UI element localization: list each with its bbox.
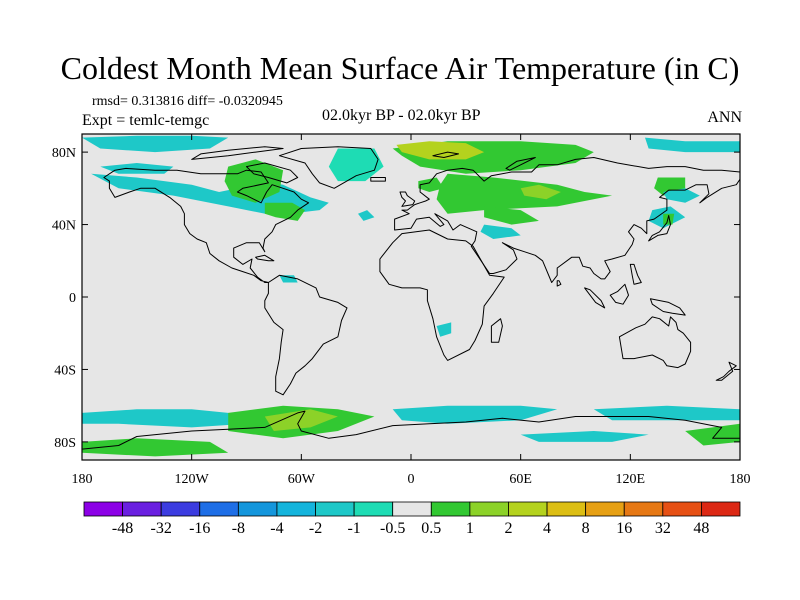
colorbar-swatch-3 <box>199 501 239 517</box>
region-southern-ocean-cyan <box>82 409 247 428</box>
colorbar-swatch-6 <box>315 501 355 517</box>
region-canary-cyan <box>358 210 375 221</box>
coastline-madagascar <box>490 318 503 343</box>
region-angola-cyan <box>436 322 452 337</box>
coastline-iceland <box>370 177 386 182</box>
colorbar-swatch-1 <box>122 501 162 517</box>
coastline-north-america <box>103 167 310 283</box>
coastline-south-america <box>264 274 348 396</box>
region-hudson-green <box>224 159 284 203</box>
coastline-sumatra <box>584 287 606 309</box>
colorbar-swatch-12 <box>546 501 587 517</box>
season-label: ANN <box>707 109 742 126</box>
y-tick-label-0: 80N <box>52 146 76 161</box>
x-tick-label-6: 180 <box>730 472 751 487</box>
y-tick-label-2: 0 <box>69 291 76 306</box>
period-label: 02.0kyr BP - 02.0kyr BP <box>322 107 481 124</box>
region-caspian-green <box>484 206 539 225</box>
colorbar-label-4: -4 <box>270 520 283 537</box>
coastline-svalbard <box>432 151 459 158</box>
region-iran-cyan <box>480 224 521 239</box>
region-weddell-yellow <box>264 409 338 431</box>
experiment-label: Expt = temlc-temgc <box>82 112 210 129</box>
y-tick-label-3: 40S <box>54 363 76 378</box>
colorbar-swatch-2 <box>160 501 201 517</box>
colorbar-swatch-7 <box>353 501 394 517</box>
colorbar-label-10: 2 <box>504 520 512 537</box>
coastline-new-zealand <box>715 361 737 381</box>
coastline-eurasia <box>394 157 740 283</box>
coastline-uk <box>399 191 416 207</box>
colorbar-swatch-13 <box>585 501 625 517</box>
x-tick-label-3: 0 <box>408 472 415 487</box>
colorbar-swatch-0 <box>83 501 123 517</box>
colorbar-label-13: 16 <box>616 520 632 537</box>
colorbar-label-15: 48 <box>693 520 709 537</box>
colorbar-label-0: -48 <box>112 520 133 537</box>
colorbar-swatch-11 <box>508 501 548 517</box>
colorbar-swatch-5 <box>276 501 316 517</box>
coastline-australia <box>618 316 692 369</box>
region-canada-east-green <box>264 202 305 221</box>
x-tick-label-2: 60W <box>288 472 316 487</box>
coastline-africa <box>379 229 505 361</box>
colorbar-swatch-9 <box>430 501 471 517</box>
coastline-new-guinea <box>649 298 686 316</box>
coastlines <box>82 146 740 460</box>
coastline-japan <box>648 215 671 242</box>
region-antarctic-south-green <box>82 438 229 457</box>
region-eurasia-yellow <box>520 184 561 200</box>
colorbar-swatch-8 <box>392 501 432 517</box>
region-east-siberia-cyan <box>645 137 740 153</box>
coastline-philippines <box>629 263 642 285</box>
colorbar-swatch-15 <box>662 501 702 517</box>
colorbar-label-14: 32 <box>655 520 671 537</box>
colorbar-label-7: -0.5 <box>380 520 405 537</box>
colorbar-label-12: 8 <box>582 520 590 537</box>
chart-title: Coldest Month Mean Surface Air Temperatu… <box>60 50 740 86</box>
region-beaufort-cyan <box>100 163 174 174</box>
region-east-antarctic-cyan <box>520 431 649 442</box>
region-caribbean-cyan <box>279 275 298 283</box>
colorbar-swatch-14 <box>623 501 664 517</box>
region-baltic-green <box>418 177 444 192</box>
x-tick-label-5: 120E <box>616 472 646 487</box>
colorbar-label-9: 1 <box>466 520 474 537</box>
stats-text: rmsd= 0.313816 diff= -0.0320945 <box>92 94 283 109</box>
colorbar-swatch-4 <box>237 501 278 517</box>
x-tick-label-4: 60E <box>509 472 532 487</box>
region-barents-orange <box>396 141 485 160</box>
coastline-sri-lanka <box>556 280 562 287</box>
coastline-cuba <box>255 254 275 262</box>
colorbar-label-2: -16 <box>189 520 210 537</box>
plot-area: 180 120W 60W 0 60E 120E 180 80N 40N 0 40S 80S <box>52 133 751 487</box>
y-tick-label-4: 80S <box>54 436 76 451</box>
region-japan-green <box>663 213 675 225</box>
coastline-antarctica <box>82 410 740 460</box>
region-ross-green <box>685 423 740 446</box>
coastline-greenland <box>278 146 379 189</box>
region-north-pacific-cyan <box>663 188 700 203</box>
region-greenland-sea-cyan <box>328 148 384 182</box>
colorbar-label-5: -2 <box>309 520 322 537</box>
coastline-borneo <box>609 283 629 305</box>
colorbar-label-6: -1 <box>347 520 360 537</box>
colorbar-label-8: 0.5 <box>421 520 441 537</box>
colorbar-swatch-16 <box>701 501 741 517</box>
colorbar-label-11: 4 <box>543 520 551 537</box>
colorbar-label-1: -32 <box>151 520 172 537</box>
x-tick-label-1: 120W <box>175 472 210 487</box>
coastline-baffin-island <box>246 162 299 184</box>
y-tick-label-1: 40N <box>52 219 76 234</box>
coastline-novaya-zemlya <box>505 157 536 171</box>
colorbar-swatch-10 <box>469 501 509 517</box>
x-tick-label-0: 180 <box>72 472 93 487</box>
colorbar-label-3: -8 <box>232 520 245 537</box>
coastline-arctic-islands <box>191 146 284 160</box>
